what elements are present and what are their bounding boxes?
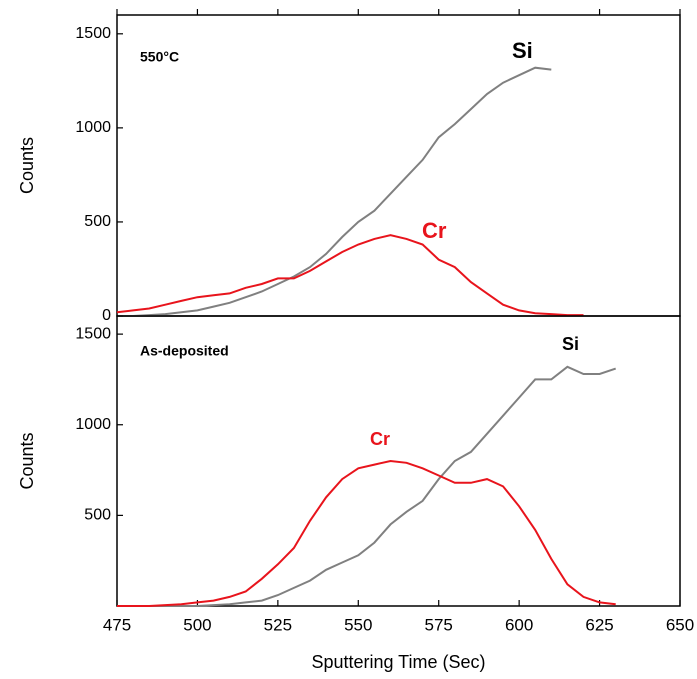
y-tick-label: 0 [102,307,111,324]
x-tick-label: 500 [183,615,211,634]
line [117,459,616,607]
annotation: As-deposited [140,343,229,359]
x-axis-label: Sputtering Time (Sec) [311,652,485,672]
series-label: Si [562,334,579,354]
series-label: Cr [370,429,390,449]
y-tick-label: 1000 [75,119,111,136]
line [117,365,617,607]
plot-frame [116,315,681,607]
y-tick-label: 1500 [75,325,111,342]
y-tick-label: 500 [84,213,111,230]
series-label: Cr [422,218,447,243]
y-axis-label: Counts [17,432,37,489]
x-tick-label: 650 [666,615,694,634]
series-label: Si [512,38,533,63]
x-tick-label: 550 [344,615,372,634]
annotation: 550°C [140,49,179,65]
x-tick-label: 575 [425,615,453,634]
y-tick-label: 1000 [75,416,111,433]
x-tick-label: 600 [505,615,533,634]
y-axis-label: Counts [17,137,37,194]
x-tick-label: 475 [103,615,131,634]
x-tick-label: 525 [264,615,292,634]
y-tick-label: 1500 [75,25,111,42]
y-tick-label: 500 [84,507,111,524]
x-tick-label: 625 [585,615,613,634]
line [133,66,552,317]
line [116,234,584,317]
plot-frame [116,14,681,317]
